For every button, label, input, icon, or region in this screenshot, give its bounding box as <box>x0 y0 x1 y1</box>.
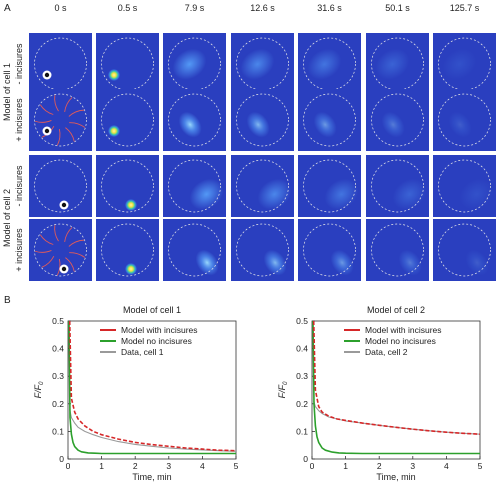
chart-title: Model of cell 2 <box>367 305 425 315</box>
micrograph-frame <box>298 33 361 95</box>
micrograph-frame <box>231 89 294 151</box>
chart-1: Model of cell 1 0 1 2 3 4 5 0 0.1 0.2 0.3 0.4 0.5 Tim… <box>33 305 239 482</box>
y-tick-label: 0.5 <box>52 316 64 326</box>
micrograph-frame <box>231 33 294 95</box>
micrograph-frame <box>298 89 361 151</box>
legend-label: Model no incisures <box>121 336 192 346</box>
y-tick-label: 0.5 <box>296 316 308 326</box>
micrograph-frame <box>29 89 92 151</box>
x-tick-label: 5 <box>234 461 239 471</box>
x-tick-label: 3 <box>410 461 415 471</box>
y-tick-label: 0 <box>59 454 64 464</box>
micrograph-frame <box>96 89 159 151</box>
micrograph-frame <box>96 33 159 95</box>
series-line <box>68 320 236 455</box>
x-tick-label: 4 <box>444 461 449 471</box>
row-label: - incisures <box>14 165 24 207</box>
x-tick-label: 1 <box>343 461 348 471</box>
series-line <box>68 320 237 452</box>
micrograph-frame <box>163 89 226 151</box>
legend-label: Model with incisures <box>121 325 198 335</box>
micrograph-frame <box>366 219 429 281</box>
series-line <box>312 320 481 435</box>
y-tick-label: 0.2 <box>296 399 308 409</box>
micrograph-frame <box>163 155 226 217</box>
plot-area <box>67 320 237 460</box>
time-label: 31.6 s <box>317 3 342 13</box>
row-label: - incisures <box>14 43 24 85</box>
x-axis-label: Time, min <box>132 472 171 482</box>
row-label: + incisures <box>14 98 24 142</box>
x-tick-label: 0 <box>66 461 71 471</box>
micrograph-frame <box>29 155 92 217</box>
time-label: 12.6 s <box>250 3 275 13</box>
y-axis-label: F/F0 <box>33 381 45 399</box>
micrograph-frame <box>96 219 159 281</box>
time-label: 50.1 s <box>385 3 410 13</box>
chart-title: Model of cell 1 <box>123 305 181 315</box>
y-tick-label: 0.4 <box>52 344 64 354</box>
x-tick-label: 2 <box>133 461 138 471</box>
micrograph-frame <box>96 155 159 217</box>
x-tick-label: 3 <box>166 461 171 471</box>
y-tick-label: 0.1 <box>296 426 308 436</box>
x-tick-label: 1 <box>99 461 104 471</box>
x-tick-label: 0 <box>310 461 315 471</box>
legend-label: Data, cell 2 <box>365 347 408 357</box>
time-label: 0 s <box>54 3 67 13</box>
row-label: + incisures <box>14 228 24 272</box>
micrograph-frame <box>298 155 361 217</box>
micrograph-frame <box>366 155 429 217</box>
plot-area <box>311 320 481 460</box>
micrograph-frame <box>163 219 226 281</box>
y-tick-label: 0.1 <box>52 426 64 436</box>
panel-a: A 0 s 0.5 s 7.9 s 12.6 s 31.6 s 50.1 s 125.7 s M… <box>2 3 496 281</box>
micrograph-frame <box>29 33 92 95</box>
micrograph-frame <box>433 219 496 281</box>
y-tick-label: 0.3 <box>52 371 64 381</box>
legend-label: Model no incisures <box>365 336 436 346</box>
series-line <box>69 409 237 452</box>
y-tick-label: 0.2 <box>52 399 64 409</box>
x-tick-label: 4 <box>200 461 205 471</box>
y-axis-label: F/F0 <box>277 381 289 399</box>
micrograph-frame <box>29 219 92 281</box>
panel-b: B Model of cell 1 0 1 2 3 4 5 0 0.1 0.2 0.3 0.4 0.5 Ti… <box>4 295 483 482</box>
group-label: Model of cell 1 <box>2 63 12 121</box>
y-tick-label: 0.4 <box>296 344 308 354</box>
panel-label-a: A <box>4 3 11 14</box>
chart-2: Model of cell 2 0 1 2 3 4 5 0 0.1 0.2 0.3 0.4 0.5 Tim… <box>277 305 483 482</box>
micrograph-frame <box>366 89 429 151</box>
micrograph-frame <box>231 155 294 217</box>
y-tick-label: 0.3 <box>296 371 308 381</box>
group-label: Model of cell 2 <box>2 189 12 247</box>
micrograph-frame <box>433 155 496 217</box>
micrograph-frame <box>433 33 496 95</box>
legend-label: Model with incisures <box>365 325 442 335</box>
micrograph-frame <box>298 219 361 281</box>
y-tick-label: 0 <box>303 454 308 464</box>
micrograph-frame <box>231 219 294 281</box>
legend-label: Data, cell 1 <box>121 347 164 357</box>
time-label: 125.7 s <box>450 3 480 13</box>
micrograph-frame <box>163 33 226 95</box>
micrograph-frame <box>433 89 496 151</box>
series-line <box>313 400 481 435</box>
x-tick-label: 5 <box>478 461 483 471</box>
panel-label-b: B <box>4 295 11 306</box>
micrograph-frame <box>366 33 429 95</box>
series-line <box>312 320 480 455</box>
x-axis-label: Time, min <box>376 472 415 482</box>
time-label: 0.5 s <box>118 3 138 13</box>
x-tick-label: 2 <box>377 461 382 471</box>
time-label: 7.9 s <box>185 3 205 13</box>
